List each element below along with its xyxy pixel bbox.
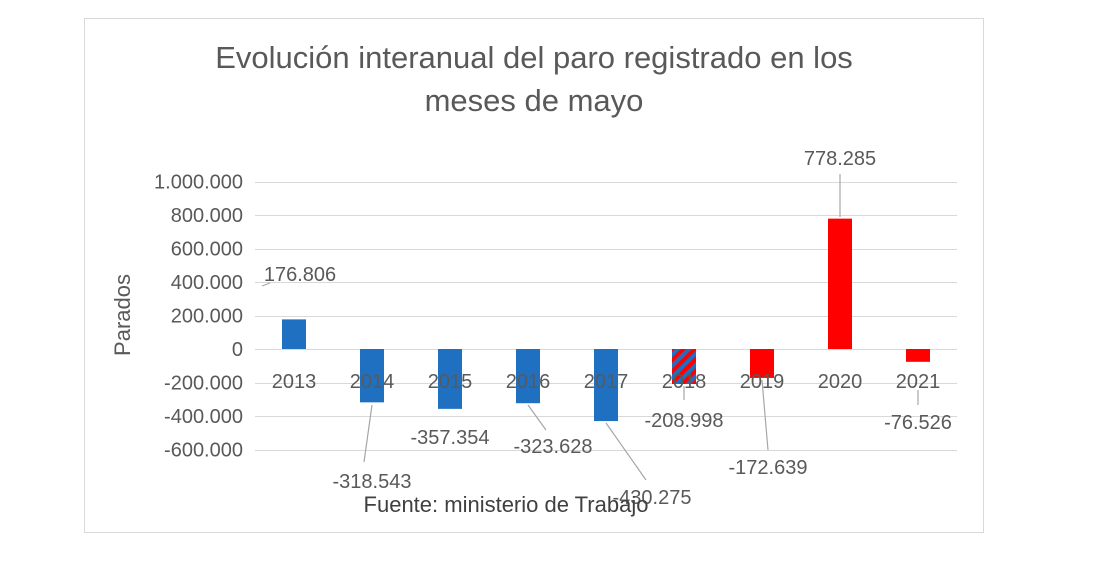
bars [282, 218, 930, 422]
bar-2019 [750, 349, 774, 378]
y-tick-label: 0 [232, 339, 243, 361]
bar-2018 [672, 349, 696, 385]
bar-2017 [594, 349, 618, 422]
y-tick-label: 200.000 [171, 306, 243, 328]
category-label-2021: 2021 [896, 371, 941, 393]
data-label-2014: -318.543 [333, 471, 412, 493]
data-label-2018: -208.998 [645, 410, 724, 432]
bar-2016 [516, 349, 540, 404]
leader-line-2016 [527, 404, 547, 431]
data-label-2015: -357.354 [411, 427, 490, 449]
y-tick-label: 400.000 [171, 272, 243, 294]
x-axis-category-labels: 2013 2014 2015 2016 2017 2018 2019 2020 2021 [272, 371, 941, 393]
y-axis-title: Parados [110, 274, 135, 356]
data-label-2013: 176.806 [264, 264, 336, 286]
leader-line-2017 [605, 422, 647, 481]
data-labels: 176.806 -318.543 -357.354 -323.628 -430.275 -… [264, 148, 952, 509]
data-label-2021: -76.526 [884, 412, 952, 434]
y-tick-label: -200.000 [164, 373, 243, 395]
y-tick-label: -400.000 [164, 406, 243, 428]
leader-lines [261, 174, 919, 481]
bar-2021 [906, 349, 930, 362]
leader-line-2014 [363, 404, 373, 463]
category-label-2014: 2014 [350, 371, 395, 393]
y-tick-label: -600.000 [164, 440, 243, 462]
leader-line-2013 [261, 282, 271, 287]
y-tick-label: 600.000 [171, 239, 243, 261]
source-note: Fuente: ministerio de Trabajo [364, 492, 649, 517]
bar-2020 [828, 218, 852, 349]
data-label-2017: -430.275 [613, 487, 692, 509]
y-axis-tick-labels: 1.000.000 800.000 600.000 400.000 200.000 0 -2… [154, 172, 243, 462]
bar-2015 [438, 349, 462, 409]
category-label-2017: 2017 [584, 371, 629, 393]
bar-2014 [360, 349, 384, 403]
y-tick-label: 800.000 [171, 205, 243, 227]
category-label-2018: 2018 [662, 371, 707, 393]
leader-line-2019 [761, 379, 769, 451]
bar-2013 [282, 319, 306, 349]
category-label-2015: 2015 [428, 371, 473, 393]
data-label-2019: -172.639 [729, 457, 808, 479]
data-label-2016: -323.628 [514, 436, 593, 458]
chart-title: Evolución interanual del paro registrado… [215, 40, 853, 118]
category-label-2020: 2020 [818, 371, 863, 393]
data-label-2020: 778.285 [804, 148, 876, 170]
category-label-2016: 2016 [506, 371, 551, 393]
y-tick-label: 1.000.000 [154, 172, 243, 194]
category-label-2013: 2013 [272, 371, 317, 393]
